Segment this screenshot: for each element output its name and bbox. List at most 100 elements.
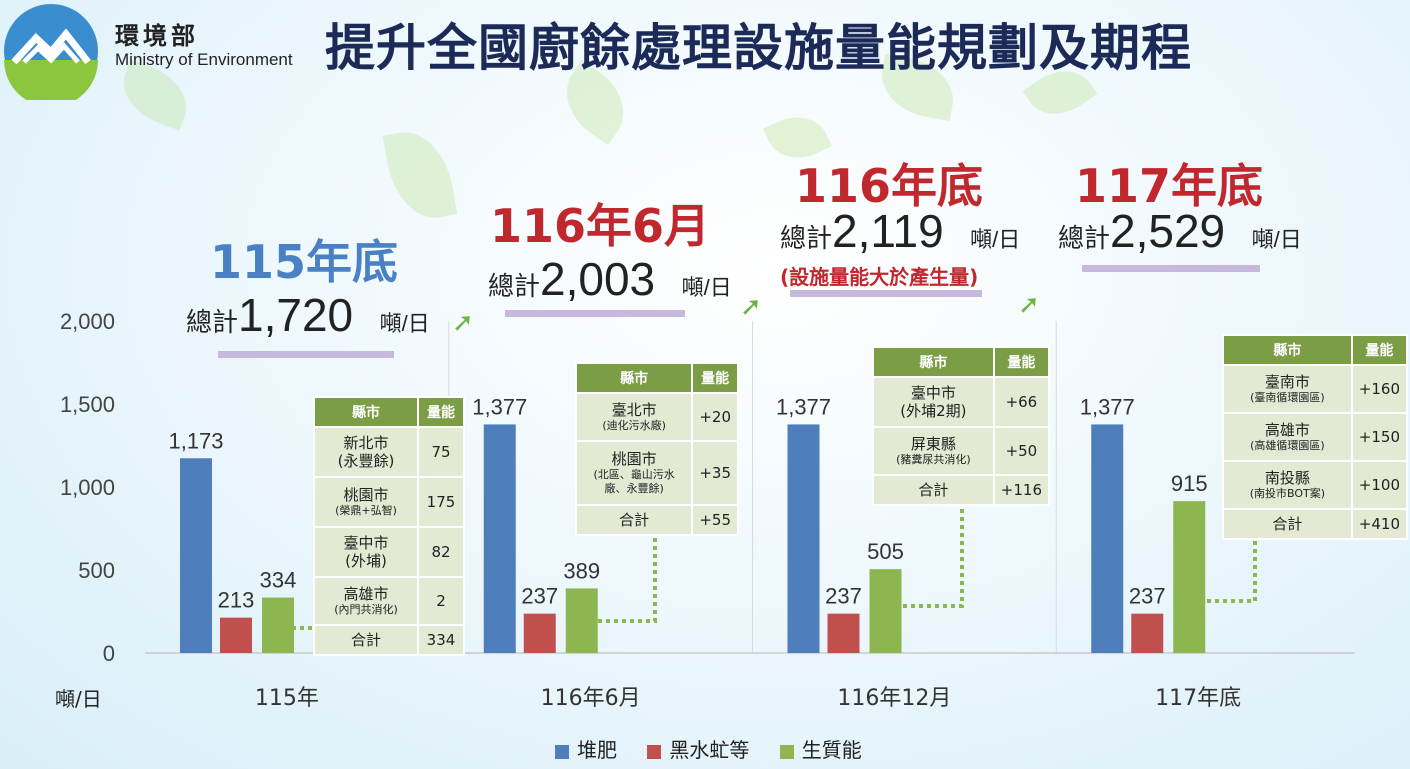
y-tick-label: 2,000 xyxy=(60,309,115,334)
total-word: 總計 xyxy=(186,307,239,337)
bar xyxy=(483,424,516,653)
dotted-connector xyxy=(903,503,964,608)
table-city-sub: (豬糞尿共消化) xyxy=(896,453,971,466)
data-label: 505 xyxy=(867,539,904,564)
data-label: 237 xyxy=(825,584,862,609)
table-header: 量能 xyxy=(1350,334,1409,366)
bar xyxy=(565,588,598,653)
y-tick-label: 500 xyxy=(78,558,115,583)
bar xyxy=(869,569,902,653)
growth-arrow-icon: ➚ xyxy=(740,292,762,322)
bar xyxy=(1091,424,1124,653)
table-city: 臺中市 xyxy=(343,534,389,552)
total-value: 2,119 xyxy=(832,205,944,257)
period-label-116-end: 116年底 xyxy=(795,159,984,213)
bar xyxy=(1131,613,1164,653)
table-value: 175 xyxy=(417,476,465,528)
period-total-116-jun: 總計2,003 噸/日 xyxy=(488,252,732,306)
period-total-117-end: 總計2,529 噸/日 xyxy=(1058,204,1302,258)
table-row: 南投縣 (南投市BOT案) +100 xyxy=(1222,460,1409,510)
dotted-connector xyxy=(598,531,657,623)
table-city: 合計 xyxy=(918,481,949,499)
page-title: 提升全國廚餘處理設施量能規劃及期程 xyxy=(325,19,1192,77)
data-label: 1,173 xyxy=(168,428,223,453)
table-city: 屏東縣 xyxy=(910,435,956,453)
table-value: +116 xyxy=(992,474,1051,506)
total-underline xyxy=(790,290,982,297)
x-tick-label: 116年6月 xyxy=(541,686,641,711)
table-value: +20 xyxy=(691,392,739,442)
table-row: 合計 +410 xyxy=(1222,508,1409,540)
table-header: 量能 xyxy=(691,362,739,394)
table-row: 新北市 (永豐餘) 75 xyxy=(313,426,465,478)
table-city: 桃園市 xyxy=(611,450,657,468)
table-city-sub: (榮鼎+弘智) xyxy=(335,504,397,517)
total-unit: 噸/日 xyxy=(379,311,430,336)
table-city: 桃園市 xyxy=(343,486,389,504)
bar xyxy=(262,597,294,653)
capacity-table-116-end: 縣市 量能 臺中市 (外埔2期) +66 屏東縣 (豬糞尿共消化) +50 合計 +116 xyxy=(872,346,1051,506)
table-value: +55 xyxy=(691,504,739,536)
table-city: 合計 xyxy=(619,511,650,529)
table-city: 臺中市 xyxy=(910,384,956,402)
period-label-116-jun: 116年6月 xyxy=(490,199,711,253)
data-label: 237 xyxy=(1129,584,1166,609)
total-unit: 噸/日 xyxy=(1251,227,1302,252)
growth-arrow-icon: ➚ xyxy=(452,308,474,338)
total-unit: 噸/日 xyxy=(681,275,732,300)
capacity-note: (設施量能大於產生量) xyxy=(780,265,979,289)
period-label-117-end: 117年底 xyxy=(1075,159,1264,213)
table-city: 高雄市 xyxy=(343,585,389,603)
total-value: 2,003 xyxy=(540,253,656,305)
table-city: 合計 xyxy=(350,631,381,649)
bar xyxy=(523,613,556,653)
table-header: 量能 xyxy=(992,346,1051,378)
data-label: 1,377 xyxy=(472,394,527,419)
data-label: 237 xyxy=(521,584,558,609)
total-underline xyxy=(218,351,394,358)
table-city: 臺南市 xyxy=(1264,373,1310,391)
legend-label: 黑水虻等 xyxy=(669,738,750,762)
x-tick-label: 115年 xyxy=(255,686,319,711)
bar xyxy=(180,458,212,653)
capacity-table-117-end: 縣市 量能 臺南市 (臺南循環園區) +160 高雄市 (高雄循環園區) +150 南投縣… xyxy=(1222,334,1409,540)
total-underline xyxy=(1082,265,1260,272)
total-unit: 噸/日 xyxy=(970,227,1021,252)
y-tick-label: 1,000 xyxy=(60,475,115,500)
y-axis-unit: 噸/日 xyxy=(55,687,102,711)
table-value: +410 xyxy=(1350,508,1409,540)
x-tick-label: 116年12月 xyxy=(837,686,951,711)
table-row: 高雄市 (內門共消化) 2 xyxy=(313,576,465,626)
chart-legend: 堆肥 黑水虻等 生質能 xyxy=(555,734,886,763)
table-city-sub: (外埔) xyxy=(345,552,387,570)
bar xyxy=(220,617,252,653)
data-label: 1,377 xyxy=(776,394,831,419)
legend-label: 生質能 xyxy=(801,738,862,762)
y-tick-label: 0 xyxy=(103,641,115,666)
data-label: 1,377 xyxy=(1080,394,1135,419)
table-row: 合計 334 xyxy=(313,624,465,656)
org-name: 環境部 xyxy=(115,21,199,50)
data-label: 389 xyxy=(563,558,600,583)
total-word: 總計 xyxy=(1058,223,1111,253)
table-city: 合計 xyxy=(1272,515,1303,533)
table-row: 合計 +55 xyxy=(574,504,739,536)
total-word: 總計 xyxy=(780,223,833,253)
period-total-116-end: 總計2,119 噸/日 xyxy=(780,204,1020,258)
period-label-115: 115年底 xyxy=(210,235,399,289)
legend-label: 堆肥 xyxy=(577,738,617,762)
table-header: 縣市 xyxy=(313,396,419,428)
capacity-table-116-jun: 縣市 量能 臺北市 (迪化污水廠) +20 桃園市 (北區、龜山污水廠、永豐餘) +35 … xyxy=(574,362,739,536)
bar xyxy=(787,424,820,653)
total-underline xyxy=(505,310,685,317)
table-value: +35 xyxy=(691,440,739,506)
legend-item: 黑水虻等 xyxy=(647,738,749,762)
table-header: 量能 xyxy=(417,396,465,428)
legend-swatch xyxy=(779,744,794,759)
table-city-sub: (內門共消化) xyxy=(334,603,398,616)
table-value: +100 xyxy=(1350,460,1409,510)
total-value: 1,720 xyxy=(238,289,354,341)
dotted-connector xyxy=(1207,533,1257,603)
table-city-sub: (高雄循環園區) xyxy=(1250,439,1325,452)
table-city-sub: (永豐餘) xyxy=(337,452,395,470)
